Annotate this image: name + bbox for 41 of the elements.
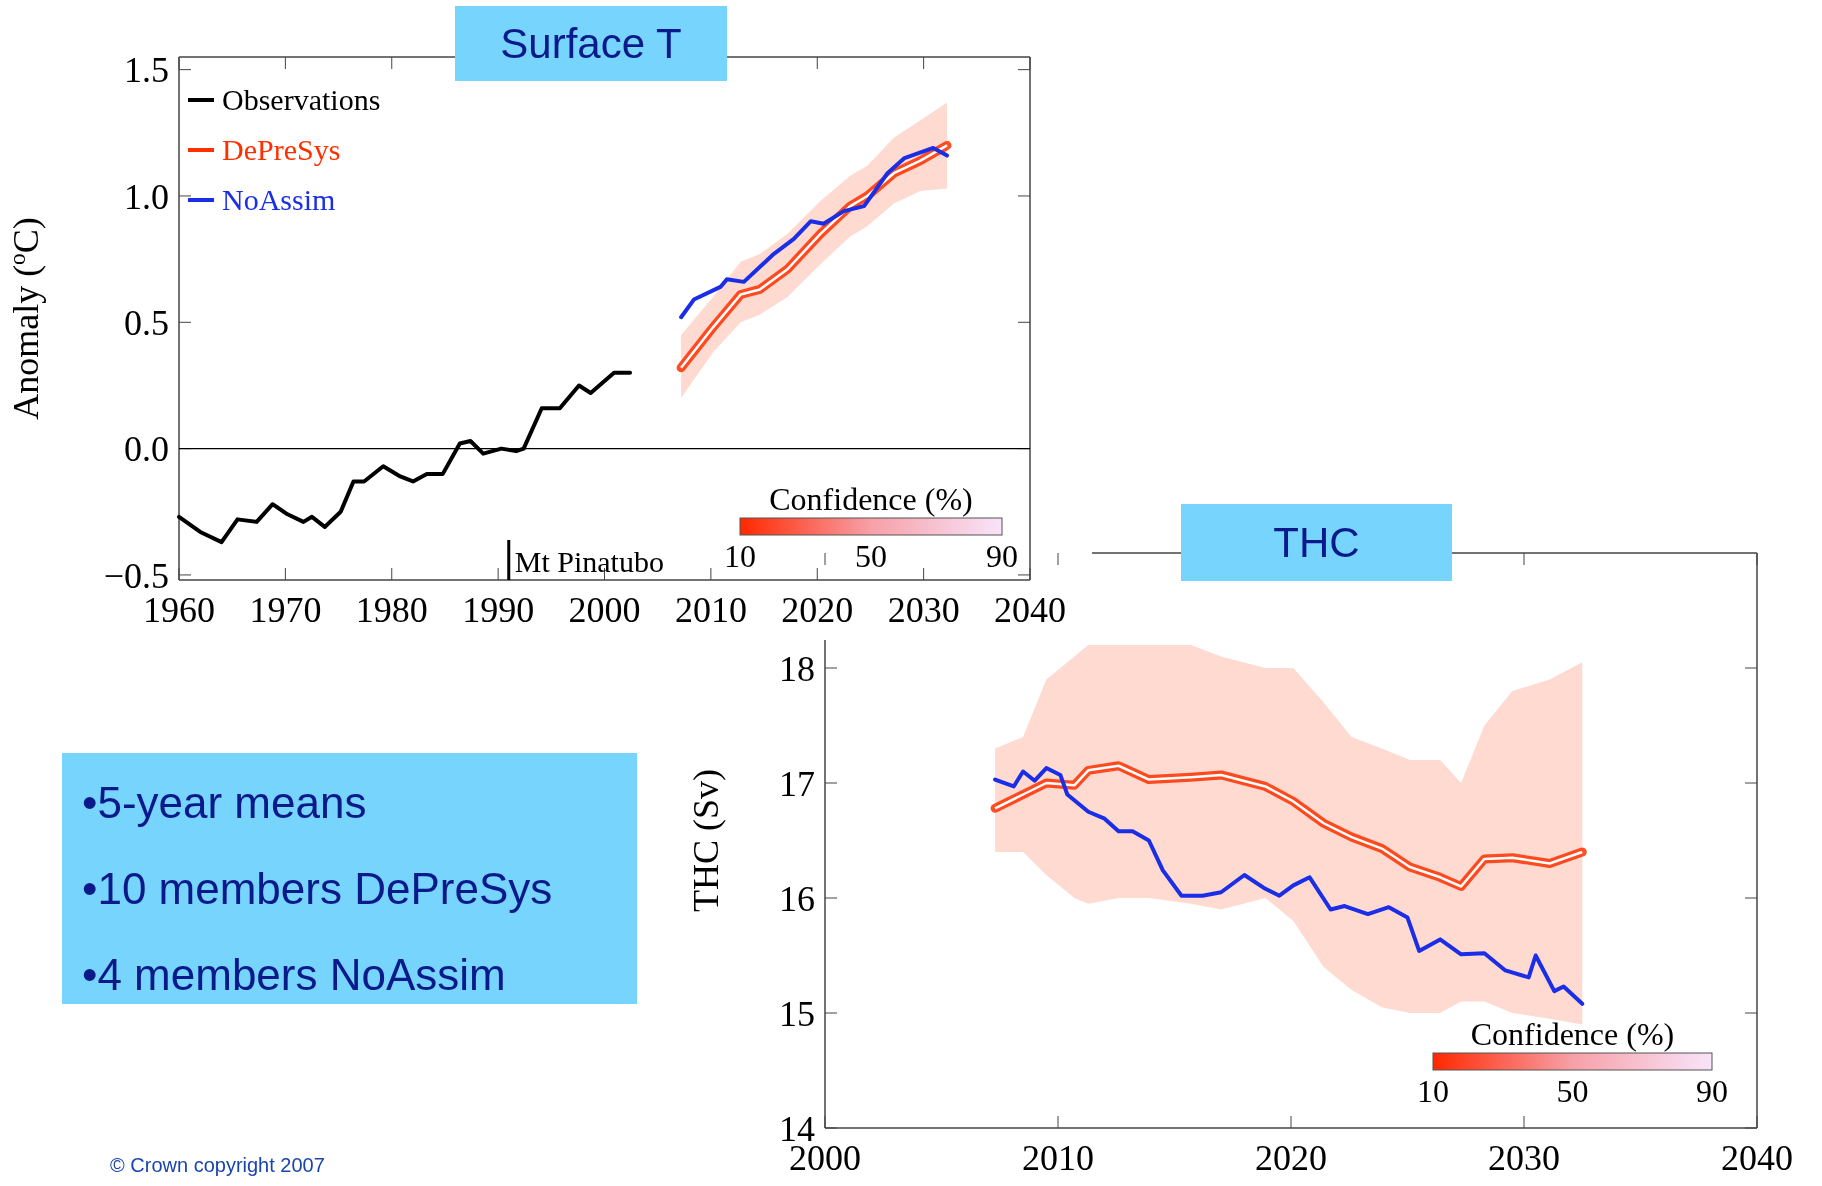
color-bar-title: Confidence (%) — [1470, 1016, 1675, 1052]
y-tick-label: 18 — [779, 648, 815, 689]
y-tick-label: 17 — [779, 763, 815, 804]
x-tick-label: 2010 — [674, 590, 747, 630]
ref-line-label: Mt Pinatubo — [514, 545, 664, 578]
y-tick-label: 15 — [779, 993, 815, 1034]
y-tick-label: 0.0 — [124, 429, 169, 470]
legend-label: NoAssim — [222, 183, 336, 216]
text: •5-year means — [82, 778, 367, 827]
line-series — [993, 766, 1585, 1006]
y-tick-label: 0.5 — [124, 302, 169, 343]
y-axis-title: THC (Sv) — [686, 769, 726, 912]
legend-label: DePreSys — [222, 133, 341, 166]
line-series — [679, 145, 950, 320]
annotation: 50 — [855, 538, 887, 574]
x-tick-label: 2000 — [568, 590, 641, 630]
x-tick-label: 2040 — [1721, 1138, 1793, 1178]
x-tick-label: 2030 — [1488, 1138, 1560, 1178]
legend-label: Observations — [222, 83, 381, 116]
y-tick-label: 16 — [779, 878, 815, 919]
x-tick-label: 2020 — [781, 590, 854, 630]
x-tick-label: 2020 — [1255, 1138, 1327, 1178]
annotation: 50 — [1556, 1073, 1589, 1109]
x-tick-label: 2030 — [887, 590, 960, 630]
y-tick-label: 1.0 — [124, 176, 169, 217]
x-tick-label: 1970 — [249, 590, 322, 630]
text: •10 members DePreSys — [82, 864, 553, 913]
chart-title: THC — [1273, 519, 1360, 567]
annotation: 90 — [1696, 1073, 1728, 1109]
y-tick-label: 1.5 — [124, 50, 169, 91]
annotation: 10 — [1417, 1073, 1449, 1109]
x-tick-label: 1980 — [355, 590, 428, 630]
x-tick-label: 1990 — [462, 590, 535, 630]
x-tick-label: 2040 — [994, 590, 1066, 630]
annotation: 90 — [986, 538, 1018, 574]
text: •4 members NoAssim — [82, 950, 506, 999]
annotation: 10 — [724, 538, 756, 574]
chart-title: Surface T — [500, 20, 682, 68]
color-bar-title: Confidence (%) — [769, 481, 973, 517]
x-tick-label: 2010 — [1022, 1138, 1094, 1178]
text: © Crown copyright 2007 — [110, 1154, 325, 1176]
